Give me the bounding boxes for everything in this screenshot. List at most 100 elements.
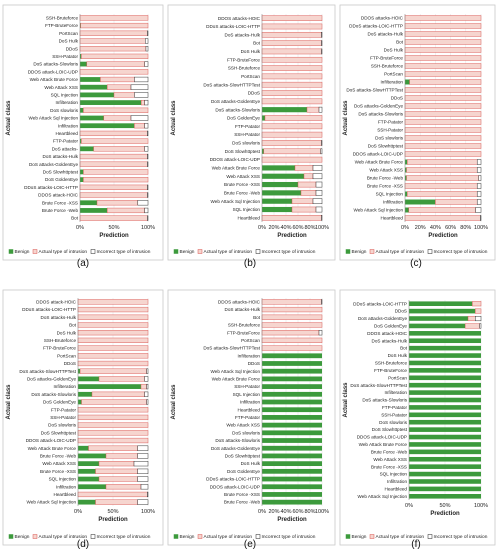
category-label: DDOS attack-LOIC-UDP (210, 157, 260, 162)
bar-incorrect (147, 215, 149, 221)
category-label: SSH-Bruteforce (44, 338, 77, 343)
category-label: DoS attacks-Slowloris (362, 398, 407, 403)
bar-actual (261, 330, 320, 336)
bar-incorrect (144, 391, 149, 397)
category-label: SSH-Bruteforce (228, 66, 261, 71)
bar-actual (79, 192, 148, 198)
category-label: Bot (253, 41, 261, 46)
bar-actual (93, 146, 145, 152)
bar-actual (261, 131, 323, 138)
legend-swatch-benign (8, 249, 14, 254)
bar-benign (78, 445, 89, 451)
bar-benign (409, 405, 481, 410)
bar-incorrect (476, 167, 482, 173)
panel-caption: (f) (411, 539, 420, 550)
category-label: FTP-BruteForce (43, 346, 76, 351)
x-tick-label: 40% (280, 509, 291, 515)
category-label: Web Attack Brute Force (359, 442, 408, 447)
bar-benign (409, 375, 481, 381)
legend-swatch-actual (32, 249, 38, 254)
bar-benign (262, 368, 322, 374)
bar-actual (80, 22, 149, 29)
category-label: Infilteration (385, 390, 408, 395)
bar-actual (404, 151, 482, 157)
category-label: Web Attack Brute Force (212, 376, 261, 381)
category-label: SSH-Patator (381, 412, 407, 417)
category-label: DDOS attack-LOIC-UDP (28, 69, 78, 74)
bar-benign (80, 100, 142, 105)
bar-actual (77, 306, 149, 313)
bar-actual (79, 69, 149, 75)
category-label: DoS attacks-GoldenEye (354, 104, 403, 109)
bar-benign (409, 397, 481, 403)
bar-incorrect (315, 190, 323, 196)
legend-label-actual: Actual type of intrusion (204, 249, 253, 255)
bar-actual (404, 103, 482, 109)
x-tick-label: 100% (141, 225, 155, 231)
category-label: Infilteration (56, 100, 79, 105)
category-label: DDOS attack-LOIC-UDP (353, 152, 403, 157)
bar-incorrect (146, 383, 149, 390)
chart-panel-b: 0% 20% 40% 60% 80% 100% DDOS attacks-HOIC DDoS … (167, 4, 336, 269)
legend-swatch-incorrect (427, 249, 433, 254)
category-label: SSH-Patator (234, 132, 260, 137)
bar-incorrect (476, 199, 482, 205)
bar-actual (404, 87, 482, 93)
chart-panel-e: 0% 20% 40% 60% 80% 100% DDOS attacks-HOIC DoS a… (167, 289, 336, 550)
category-label: DoS slowloris (232, 141, 261, 146)
category-label: DDoS attacks-LOIC-HTTP (24, 185, 78, 190)
bar-actual (77, 299, 149, 305)
category-label: PortScan (57, 353, 76, 358)
bar-incorrect (130, 84, 149, 90)
bar-benign (262, 438, 322, 443)
legend-label-incorrect: Incorrect type of intrusion (262, 534, 316, 540)
bar-actual (81, 399, 147, 405)
category-label: DoS attacks- (52, 146, 79, 151)
bar-benign (409, 471, 481, 477)
bar-actual (261, 73, 323, 80)
category-label: DoS Hulk (241, 461, 261, 466)
bar-incorrect (312, 165, 323, 171)
x-axis-title: Prediction (277, 233, 307, 239)
bar-incorrect (147, 184, 149, 190)
bar-benign (262, 206, 292, 213)
bar-actual (77, 330, 149, 336)
bar-actual (404, 71, 482, 77)
x-tick-label: 20% (415, 225, 426, 231)
category-label: SQL Injection (380, 472, 408, 477)
bar-incorrect (478, 175, 482, 181)
legend-label-incorrect: Incorrect type of intrusion (97, 249, 151, 255)
category-label: DoS Slowhttptest (368, 144, 404, 149)
bar-benign (405, 199, 436, 205)
bar-actual (261, 337, 323, 343)
category-label: Bot (71, 216, 79, 221)
category-label: Web Attack XSS (42, 461, 76, 466)
category-label: DoS Hulk (59, 39, 79, 44)
bar-benign (409, 331, 481, 336)
category-label: Infiltration (387, 479, 407, 484)
category-label: DoS Hulk (57, 330, 77, 335)
x-tick-label: 100% (474, 503, 488, 509)
category-label: DDoS (66, 46, 78, 51)
category-label: DDoS attacks-LOIC-HTTP (22, 307, 76, 312)
category-label: SSH-Bruteforce (375, 361, 408, 366)
bar-benign (409, 479, 481, 484)
x-tick-label: 80% (304, 509, 315, 515)
bar-actual (79, 30, 148, 36)
y-axis-title: Actual class (343, 382, 349, 418)
category-label: DoS attacks-Hulk (225, 307, 261, 312)
category-label: Web Attack Sql Injection (211, 199, 261, 204)
bar-incorrect (134, 92, 149, 98)
category-label: PortScan (388, 375, 407, 380)
bar-incorrect (147, 153, 149, 160)
legend-swatch-benign (173, 249, 179, 254)
bar-actual (106, 207, 145, 214)
bar-benign (78, 476, 99, 482)
bar-benign (80, 107, 84, 113)
x-tick-label: 50% (439, 503, 450, 509)
category-label: Heartbleed (238, 407, 261, 412)
legend-label-incorrect: Incorrect type of intrusion (262, 249, 316, 255)
category-label: Web Attack XSS (373, 457, 407, 462)
category-label: DoS attacks-Hulk (225, 32, 261, 37)
bar-actual (404, 63, 482, 69)
